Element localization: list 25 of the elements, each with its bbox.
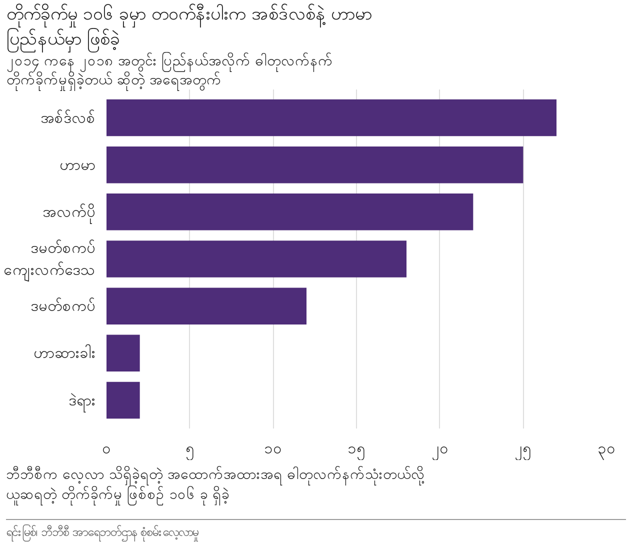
chart-subtitle: ၂၀၁၄ ကနေ ၂၀၁၈ အတွင်း ပြည်နယ်အလိုက် ဓါတုလက်နက် တိုက်ခိုက်မှုရှိခဲ့တယ် ဆိုတဲ့ အရေအတွက် (6, 52, 333, 90)
x-tick-label: ၂၅ (514, 440, 532, 460)
text: ဘီဘီစီက လေ့လာ သိရှိခဲ့ရတဲ့ အထောက်အထားအရ ဓါတုလက်နက်သုံးတယ်လို့ ယူဆရတဲ့ တိုက်ခိုက်မှု ဖြစ်စဉ် ၁၀၆ ခု ရှိခဲ့ (6, 465, 425, 506)
x-tick-label: ၂၀ (431, 440, 448, 460)
y-tick-label: အစ်ဒ်လစ် (40, 108, 96, 127)
bar (106, 146, 524, 184)
bar (106, 240, 406, 278)
x-tick-label: ၁၅ (348, 440, 366, 460)
x-tick-label: ၁၀ (264, 440, 282, 458)
x-tick-label: ၅ (185, 440, 194, 460)
bar (106, 382, 140, 419)
bar (106, 288, 306, 324)
x-tick-label: ၀ (102, 440, 111, 458)
y-tick-label: ဟာဆားခါး (34, 344, 96, 362)
y-tick-label: အလက်ပို (42, 202, 96, 224)
bar (106, 194, 474, 230)
y-tick-label: ဟာမာ (60, 156, 96, 174)
x-tick-label: ၃၀ (598, 440, 616, 460)
chart-title: တိုက်ခိုက်မှု ၁၀၆ ခုမှာ တဝက်နီးပါးက အစ်ဒ်လစ်နဲ့ ဟာမာ ပြည်နယ်မှာ ဖြစ်ခဲ့ (6, 3, 372, 52)
y-tick-label: ဒမတ်စကပ် (30, 297, 96, 316)
bar (106, 334, 140, 372)
y-tick-label: ဒမတ်စကပ် ကျေးလက်ဒေသ (4, 239, 96, 282)
text: ရင်းမြစ်၊ ဘီဘီစီ အာရေဘတ်ဌာန စုံစမ်းလေ့လာမှု (6, 524, 198, 542)
y-tick-label: ဒဲရား (68, 391, 96, 412)
bar (106, 99, 556, 136)
